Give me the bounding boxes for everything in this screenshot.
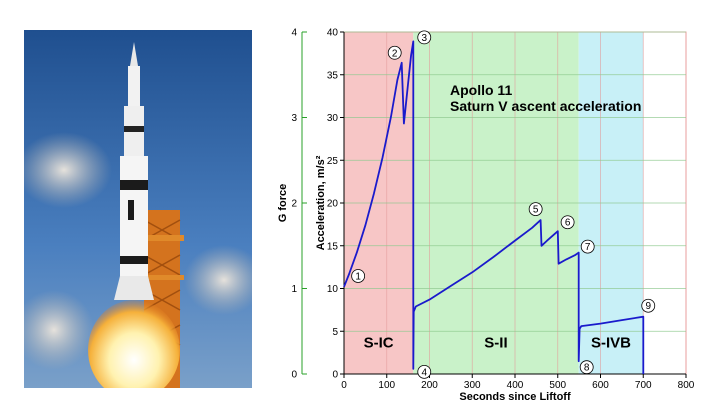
annotation-label: 7 [585,242,591,253]
annotation-label: 6 [565,218,571,229]
launch-photo [24,30,252,388]
x-axis-label: Seconds since Liftoff [459,391,571,403]
annotation-label: 2 [392,48,398,59]
g-force-axis: 0 1 2 3 4 [291,28,307,381]
y2-axis-label: G force [277,184,289,223]
y-tick-label: 35 [327,70,339,81]
x-tick-label: 100 [378,380,395,391]
g-force-tick-label: 3 [291,113,297,124]
annotation-marker [528,202,543,217]
annotation-label: 9 [645,301,651,312]
annotation-marker [417,30,432,45]
stage-label-s-ii: S-II [484,334,507,351]
annotations: 1 2 3 4 5 6 7 8 9 [351,30,656,379]
y-tick-label: 25 [327,156,339,167]
y-tick-label: 15 [327,241,339,252]
x-tick-label: 300 [464,380,481,391]
y-tick-label: 0 [332,370,338,381]
g-force-tick-label: 4 [291,28,297,39]
annotation-label: 3 [421,33,427,44]
annotation-label: 1 [355,271,361,282]
g-force-tick-label: 1 [291,284,297,295]
series-line-0 [343,40,645,374]
annotation-marker [641,298,656,313]
annotation-label: 5 [533,205,539,216]
y-tick-label: 10 [327,284,339,295]
x-tick-label: 500 [549,380,566,391]
x-tick-label: 700 [635,380,652,391]
y-axis-label: Acceleration, m/s² [315,155,327,250]
grid-lines [344,31,687,374]
stage-labels: S-IC S-II S-IVB [364,334,632,351]
y-tick-label: 5 [332,327,338,338]
x-tick-label: 800 [678,380,695,391]
annotation-label: 4 [421,367,427,378]
y-tick-label: 20 [327,199,339,210]
chart-title: Apollo 11 [450,82,512,98]
chart-subtitle: Saturn V ascent acceleration [450,98,641,114]
g-force-tick-label: 2 [291,199,297,210]
g-force-tick-label: 0 [291,370,297,381]
stage-label-s-ivb: S-IVB [591,334,631,351]
annotation-marker [580,239,595,254]
annotation-marker [351,269,366,283]
annotation-label: 8 [584,363,590,374]
series-lines [343,40,645,374]
x-tick-label: 200 [421,380,438,391]
saturn-v-launch-icon [24,30,252,388]
x-tick-label: 400 [507,380,524,391]
x-tick-label: 600 [592,380,609,391]
stage-label-s-ic: S-IC [364,334,394,351]
y-tick-label: 40 [327,28,339,39]
annotation-marker [579,360,594,375]
annotation-marker [387,45,402,60]
x-tick-label: 0 [341,380,347,391]
x-axis-ticks: 0 100 200 300 400 500 600 700 800 [341,374,695,391]
y-tick-label: 30 [327,113,339,124]
annotation-marker [560,215,575,230]
annotation-marker [417,364,432,379]
y-axis-ticks: 0 5 10 15 20 25 30 35 40 [327,28,344,381]
